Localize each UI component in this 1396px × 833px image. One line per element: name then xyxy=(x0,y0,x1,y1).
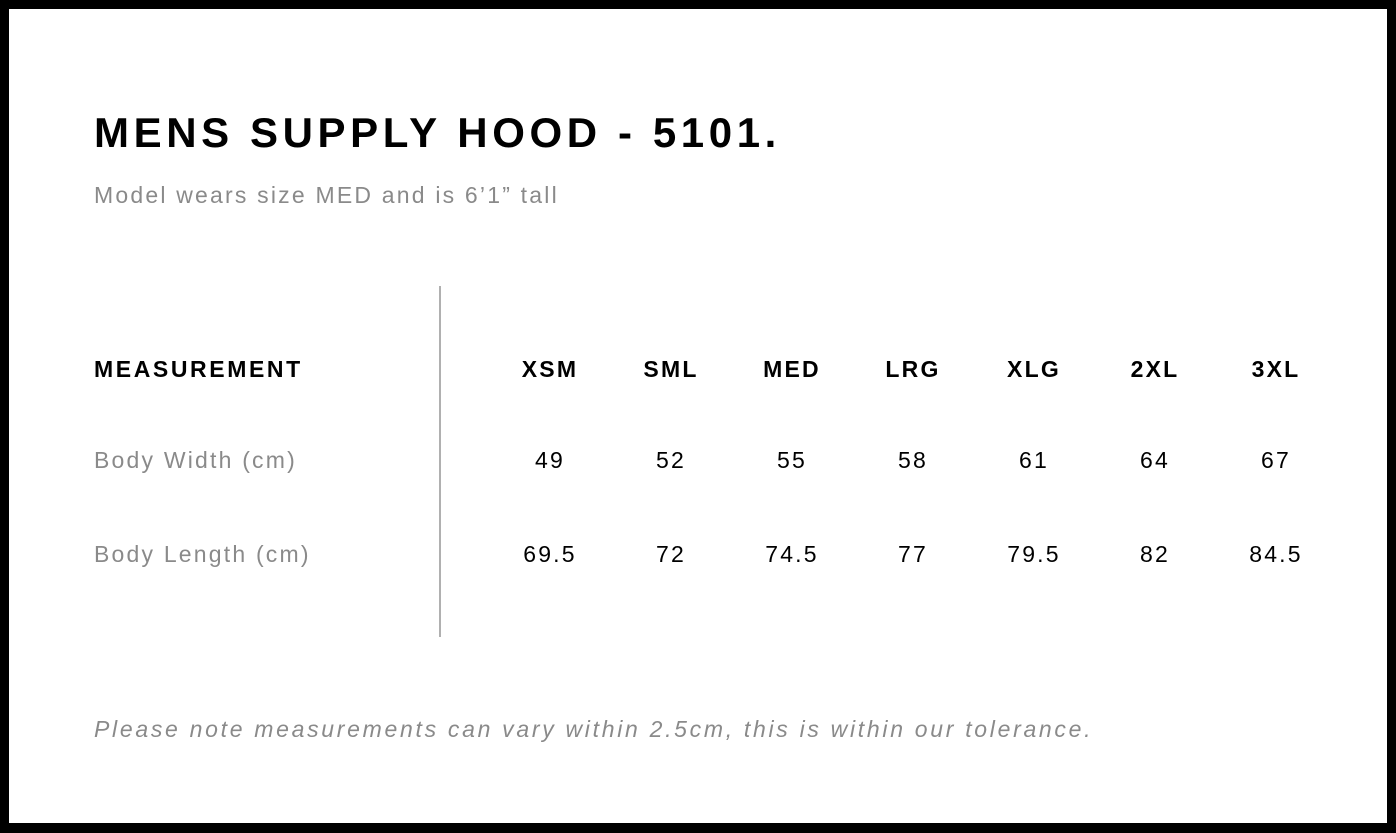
table-cell: 49 xyxy=(535,447,565,473)
table-cell: 82 xyxy=(1140,541,1170,567)
table-cell: 61 xyxy=(1019,447,1049,473)
table-cell: 72 xyxy=(656,541,686,567)
size-header: SML xyxy=(643,356,699,382)
model-info: Model wears size MED and is 6’1” tall xyxy=(94,182,559,208)
table-cell: 67 xyxy=(1261,447,1291,473)
size-header: 3XL xyxy=(1251,356,1301,382)
table-cell: 52 xyxy=(656,447,686,473)
measurement-header: MEASUREMENT xyxy=(94,356,303,382)
page-title: MENS SUPPLY HOOD - 5101. xyxy=(94,109,781,156)
tolerance-note: Please note measurements can vary within… xyxy=(94,716,1094,742)
table-cell: 58 xyxy=(898,447,928,473)
table-cell: 77 xyxy=(898,541,928,567)
table-cell: 84.5 xyxy=(1249,541,1303,567)
column-divider xyxy=(439,286,441,637)
size-header: XLG xyxy=(1007,356,1061,382)
row-label-body-width: Body Width (cm) xyxy=(94,447,297,473)
table-cell: 64 xyxy=(1140,447,1170,473)
size-header: 2XL xyxy=(1130,356,1180,382)
size-chart-card: MENS SUPPLY HOOD - 5101. Model wears siz… xyxy=(9,9,1387,823)
size-header: LRG xyxy=(885,356,941,382)
size-header: XSM xyxy=(521,356,579,382)
row-label-body-length: Body Length (cm) xyxy=(94,541,311,567)
size-header: MED xyxy=(763,356,821,382)
table-cell: 74.5 xyxy=(765,541,819,567)
table-cell: 55 xyxy=(777,447,807,473)
table-cell: 69.5 xyxy=(523,541,577,567)
table-cell: 79.5 xyxy=(1007,541,1061,567)
